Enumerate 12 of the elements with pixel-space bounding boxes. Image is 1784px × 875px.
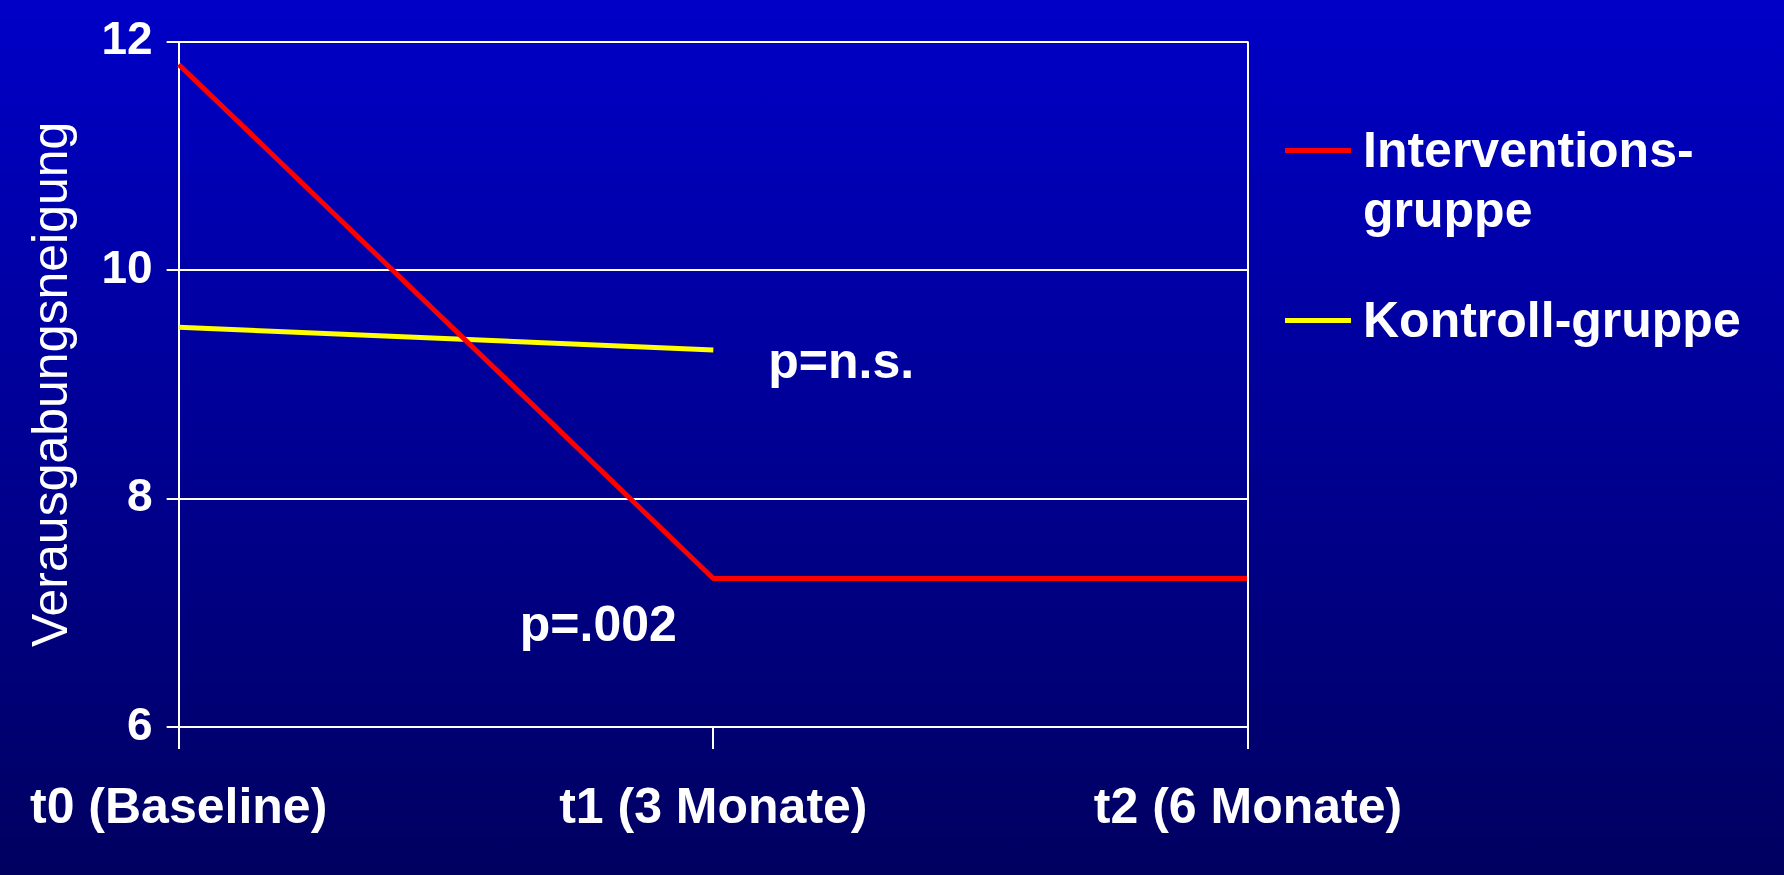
x-tick-label: t2 (6 Monate) (1093, 777, 1403, 834)
y-tick-label: 6 (127, 697, 153, 750)
y-tick-label: 8 (127, 469, 153, 522)
y-axis-title: Verausgabungsneigung (22, 121, 79, 648)
annotation: p=n.s. (768, 332, 915, 389)
x-tick-label: t1 (3 Monate) (559, 777, 868, 834)
x-tick-label: t0 (Baseline) (29, 777, 328, 834)
annotation: p=.002 (519, 596, 677, 653)
y-tick-label: 10 (101, 240, 153, 293)
legend-label: Interventions-gruppe (1363, 121, 1695, 240)
y-tick-label: 12 (101, 12, 153, 65)
legend-label: Kontroll-gruppe (1363, 291, 1742, 350)
